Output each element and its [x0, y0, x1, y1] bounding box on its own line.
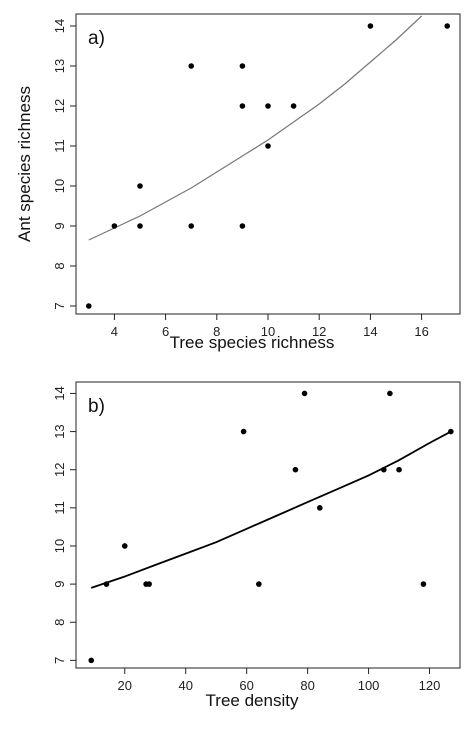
x-tick-label: 4	[111, 324, 118, 339]
y-tick-label: 12	[52, 99, 67, 113]
x-tick-label: 12	[312, 324, 326, 339]
data-point	[265, 103, 271, 109]
data-point	[420, 581, 427, 587]
y-tick-label: 7	[52, 302, 67, 309]
data-point	[301, 390, 308, 397]
plot-frame	[75, 381, 461, 669]
x-tick-label: 6	[162, 324, 169, 339]
data-point	[103, 581, 110, 587]
x-tick-label: 8	[213, 324, 220, 339]
y-tick-label: 11	[52, 139, 67, 153]
data-point	[188, 223, 194, 229]
chart-panel-2: 20 40 60 80 100 120 7 8 9 10 11 12 13 14 b) Tree densit…	[52, 381, 461, 710]
data-point	[239, 103, 246, 109]
y-tick-label: 13	[52, 424, 67, 438]
y-tick-label: 11	[52, 501, 67, 514]
chart-panel-1: 4 6 8 10 12 14 16 7 8 9 10 11 12 13 14 a) Tree species r…	[15, 13, 461, 352]
data-point	[292, 466, 299, 473]
data-point	[240, 428, 247, 435]
fit-curve	[88, 15, 423, 241]
y-tick-label: 9	[52, 580, 67, 587]
data-point	[256, 581, 262, 587]
y-tick-label: 9	[52, 222, 67, 229]
y-tick-label: 14	[52, 19, 67, 33]
x-tick-label: 10	[261, 324, 275, 339]
data-point	[86, 303, 92, 309]
x-tick-label: 14	[363, 324, 377, 339]
x-tick-label: 60	[239, 678, 253, 693]
data-point	[239, 63, 246, 69]
x-axis-label: Tree species richness	[170, 333, 335, 352]
x-tick-label: 120	[419, 678, 441, 693]
data-point	[137, 183, 143, 189]
x-tick-label: 40	[178, 678, 192, 693]
y-tick-label: 10	[52, 539, 67, 553]
fit-curve	[90, 430, 452, 589]
data-point	[367, 23, 374, 29]
data-point	[396, 466, 402, 473]
data-point	[88, 657, 95, 664]
data-point	[381, 466, 387, 473]
y-tick-label: 13	[52, 59, 67, 73]
data-point	[444, 23, 451, 29]
panel-label: b)	[88, 396, 105, 417]
y-tick-label: 12	[52, 462, 67, 476]
x-tick-label: 100	[358, 678, 380, 693]
y-tick-label: 10	[52, 179, 67, 193]
data-point	[317, 505, 323, 511]
y-tick-label: 8	[52, 619, 67, 626]
data-point	[265, 143, 271, 149]
plot-frame	[75, 13, 461, 315]
x-tick-label: 80	[300, 678, 314, 693]
y-axis-label: Ant species richness	[15, 86, 34, 242]
data-point	[239, 223, 246, 229]
data-point	[121, 543, 128, 549]
x-tick-label: 20	[118, 678, 132, 693]
y-tick-label: 14	[52, 386, 67, 400]
data-point	[137, 223, 143, 229]
data-point	[387, 390, 393, 397]
y-tick-label: 8	[52, 262, 67, 269]
y-tick-label: 7	[52, 657, 67, 664]
x-tick-label: 16	[414, 324, 428, 339]
data-point	[188, 63, 194, 69]
data-point	[146, 581, 152, 587]
data-point	[290, 103, 297, 109]
data-point	[111, 223, 118, 229]
data-point	[448, 428, 454, 435]
panel-label: a)	[88, 28, 105, 49]
x-axis-label: Tree density	[206, 691, 299, 710]
